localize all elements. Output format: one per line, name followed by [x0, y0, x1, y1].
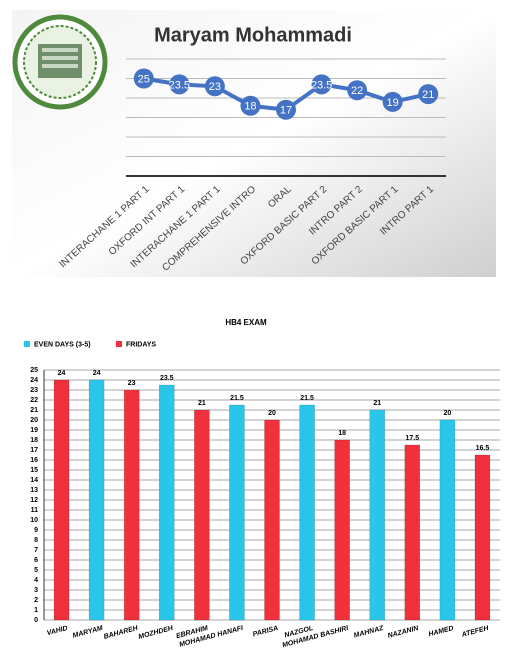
- marker: [382, 91, 403, 112]
- x-tick-label: NAZANIN: [387, 625, 420, 640]
- data-label: 17.5: [405, 435, 419, 442]
- y-tick-label: 15: [30, 467, 38, 474]
- y-tick-label: 11: [31, 507, 39, 514]
- y-tick-label: 3: [34, 587, 38, 594]
- data-label: 20: [443, 410, 451, 417]
- bar: [439, 419, 456, 621]
- logo: [12, 14, 108, 110]
- x-tick-label: BAHAREH: [103, 625, 140, 641]
- y-tick-label: 21: [30, 407, 38, 414]
- data-label: 24: [58, 370, 66, 377]
- y-tick-label: 23: [30, 387, 38, 394]
- y-tick-label: 5: [34, 567, 38, 574]
- y-tick-label: 0: [34, 617, 38, 624]
- bar: [194, 409, 210, 621]
- data-label: 20: [268, 410, 276, 417]
- y-tick-label: 2: [34, 597, 38, 604]
- data-label: 18: [338, 430, 346, 437]
- data-label: 23: [209, 81, 221, 93]
- data-label: 21.5: [300, 395, 314, 402]
- bar: [53, 379, 70, 621]
- marker: [240, 95, 261, 116]
- y-tick-label: 16: [30, 457, 38, 464]
- y-tick-label: 8: [34, 537, 38, 544]
- marker: [276, 99, 296, 120]
- legend-label: FRIDAYS: [126, 341, 156, 348]
- x-tick-label: PARISA: [252, 625, 279, 638]
- data-label: 17: [280, 105, 292, 117]
- bar: [88, 379, 105, 621]
- y-tick-label: 20: [30, 417, 38, 424]
- bar: [369, 409, 385, 621]
- marker: [347, 80, 368, 101]
- bar: [299, 404, 315, 621]
- marker: [204, 76, 225, 97]
- chart-title: HB4 EXAM: [225, 318, 267, 327]
- data-label: 21: [198, 400, 206, 407]
- data-label: 19: [387, 97, 399, 109]
- data-label: 21.5: [230, 395, 244, 402]
- y-tick-label: 7: [34, 547, 38, 554]
- y-tick-label: 13: [30, 487, 38, 494]
- y-tick-label: 19: [30, 427, 38, 434]
- legend-swatch: [116, 341, 122, 347]
- data-label: 22: [351, 85, 363, 97]
- x-tick-label: MARYAM: [72, 625, 104, 640]
- data-label: 23.5: [169, 79, 190, 91]
- y-tick-label: 17: [30, 447, 38, 454]
- y-tick-label: 12: [30, 497, 38, 504]
- data-label: 23.5: [160, 375, 174, 382]
- y-tick-label: 9: [34, 527, 38, 534]
- data-label: 24: [93, 370, 101, 377]
- bar: [159, 384, 175, 621]
- data-label: 21: [422, 89, 434, 101]
- data-label: 18: [244, 101, 256, 113]
- data-label: 23: [128, 380, 136, 387]
- chart-title: Maryam Mohammadi: [154, 24, 352, 46]
- y-tick-label: 18: [30, 437, 38, 444]
- x-tick-label: ATEFEH: [460, 625, 490, 639]
- bar: [123, 389, 140, 621]
- legend-swatch: [24, 341, 30, 347]
- y-tick-label: 10: [30, 517, 38, 524]
- y-tick-label: 1: [34, 607, 38, 614]
- x-tick-label: VAHID: [46, 625, 68, 637]
- data-label: 16.5: [476, 445, 490, 452]
- x-tick-label: HAMED: [428, 625, 455, 638]
- marker: [311, 74, 332, 95]
- bar: [264, 419, 280, 621]
- data-label: 25: [138, 73, 150, 85]
- legend-label: EVEN DAYS (3-5): [34, 341, 91, 348]
- y-tick-label: 14: [30, 477, 38, 484]
- bar: [404, 444, 421, 621]
- y-tick-label: 4: [34, 577, 38, 584]
- bar: [474, 454, 491, 621]
- marker: [133, 68, 154, 89]
- bar: [334, 439, 350, 621]
- marker: [169, 74, 190, 95]
- data-label: 21: [373, 400, 381, 407]
- y-tick-label: 6: [34, 557, 38, 564]
- x-tick-label: MOZHDEH: [138, 625, 175, 641]
- marker: [418, 84, 439, 105]
- y-tick-label: 24: [30, 377, 38, 384]
- y-tick-label: 22: [30, 397, 38, 404]
- x-tick-label: MAHNAZ: [353, 625, 385, 640]
- y-tick-label: 25: [30, 367, 38, 374]
- bar: [229, 404, 245, 621]
- data-label: 23.5: [311, 79, 332, 91]
